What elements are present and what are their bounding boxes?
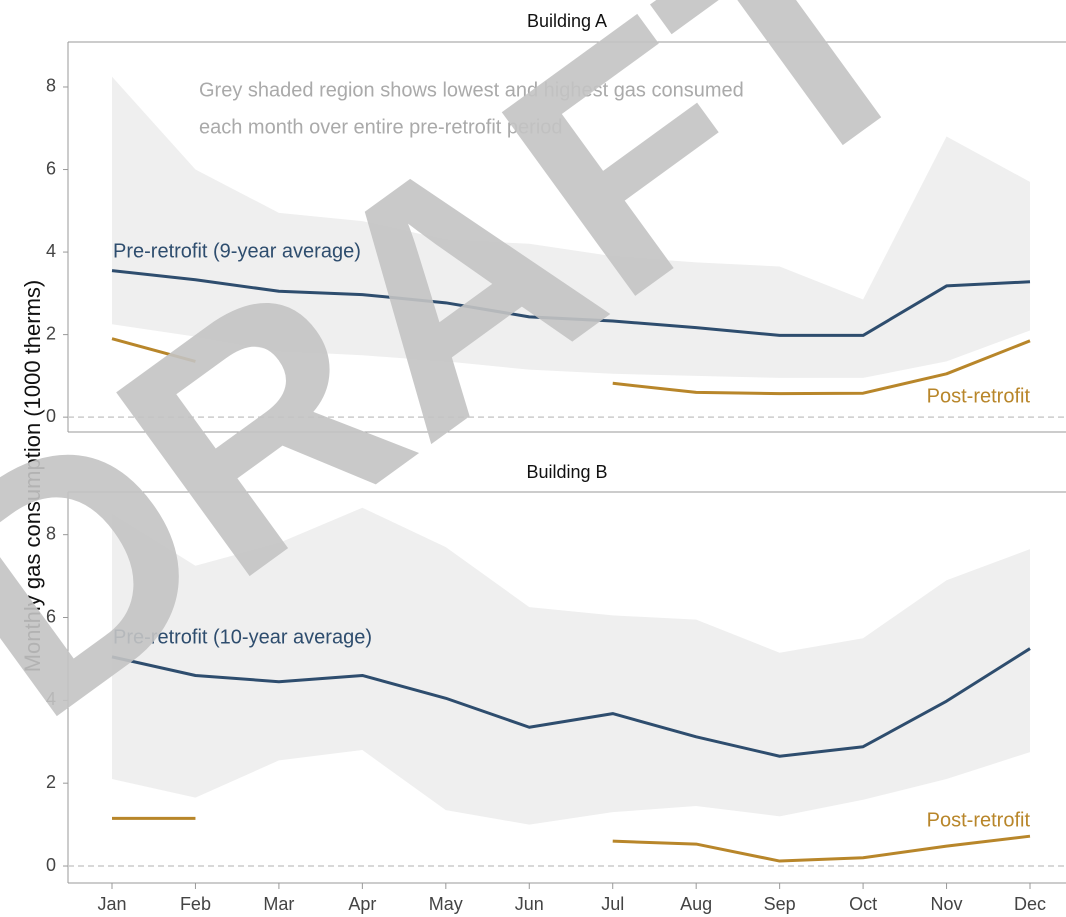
y-tick-label: 6 bbox=[46, 158, 56, 178]
panel-title: Building A bbox=[527, 11, 607, 31]
x-tick-label: Feb bbox=[180, 894, 211, 914]
series-line bbox=[111, 269, 1031, 337]
series-line bbox=[112, 816, 1031, 863]
x-tick-label: Oct bbox=[849, 894, 877, 914]
x-tick-label: Dec bbox=[1014, 894, 1046, 914]
y-tick-label: 0 bbox=[46, 855, 56, 875]
x-tick-label: Mar bbox=[263, 894, 294, 914]
series-line bbox=[111, 647, 1031, 758]
y-tick-label: 4 bbox=[46, 241, 56, 261]
annotation: each month over entire pre-retrofit peri… bbox=[199, 116, 563, 138]
series-line bbox=[111, 337, 1031, 396]
range-band bbox=[112, 76, 1030, 378]
series-label: Post-retrofit bbox=[927, 385, 1031, 407]
y-axis-label: Monthly gas consumption (1000 therms) bbox=[20, 280, 45, 673]
y-tick-label: 8 bbox=[46, 76, 56, 96]
y-tick-label: 2 bbox=[46, 323, 56, 343]
y-tick-label: 0 bbox=[46, 406, 56, 426]
y-tick-label: 4 bbox=[46, 689, 56, 709]
x-tick-label: Jul bbox=[601, 894, 624, 914]
series-label: Pre-retrofit (10-year average) bbox=[113, 626, 372, 648]
y-tick-label: 6 bbox=[46, 606, 56, 626]
x-tick-label: Sep bbox=[764, 894, 796, 914]
y-tick-label: 8 bbox=[46, 523, 56, 543]
y-tick-label: 2 bbox=[46, 772, 56, 792]
x-tick-label: Aug bbox=[680, 894, 712, 914]
series-label: Pre-retrofit (9-year average) bbox=[113, 240, 361, 262]
range-band bbox=[112, 507, 1030, 825]
series-label: Post-retrofit bbox=[927, 809, 1031, 831]
x-tick-label: Apr bbox=[348, 894, 376, 914]
x-tick-label: Jun bbox=[515, 894, 544, 914]
annotation: Grey shaded region shows lowest and high… bbox=[199, 79, 744, 101]
x-tick-label: Nov bbox=[931, 894, 963, 914]
x-tick-label: May bbox=[429, 894, 463, 914]
x-tick-label: Jan bbox=[97, 894, 126, 914]
panel-title: Building B bbox=[526, 462, 607, 482]
